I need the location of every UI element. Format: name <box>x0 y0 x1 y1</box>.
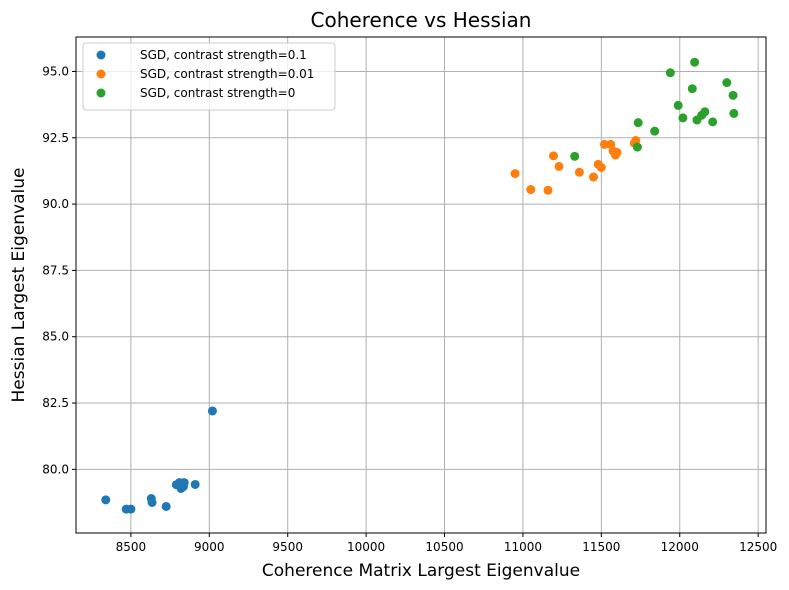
x-axis-label: Coherence Matrix Largest Eigenvalue <box>262 561 580 581</box>
data-point <box>570 151 580 161</box>
data-point <box>543 185 553 195</box>
legend-entry: SGD, contrast strength=0.01 <box>140 67 314 81</box>
data-point <box>690 57 700 67</box>
data-point <box>632 142 642 152</box>
legend: SGD, contrast strength=0.1 SGD, contrast … <box>82 42 336 111</box>
data-point <box>510 169 520 179</box>
data-points <box>101 57 739 514</box>
data-point <box>612 147 622 157</box>
y-axis-ticks: 80.0 82.5 85.0 87.5 90.0 92.5 95.0 <box>42 64 76 476</box>
data-point <box>101 495 111 505</box>
legend-box <box>82 42 336 111</box>
legend-entry: SGD, contrast strength=0 <box>140 86 295 100</box>
data-point <box>665 68 675 78</box>
data-point <box>729 108 739 118</box>
data-point <box>633 118 643 128</box>
y-tick-label: 90.0 <box>42 197 69 211</box>
data-point <box>599 139 609 149</box>
legend-marker <box>96 50 106 60</box>
series-0 <box>101 406 217 514</box>
series-1 <box>510 135 641 195</box>
x-tick-label: 12000 <box>661 540 699 554</box>
data-point <box>596 162 606 172</box>
x-axis-ticks: 8500 9000 9500 10000 10500 11000 11500 12000 125… <box>116 533 777 554</box>
x-tick-label: 10000 <box>347 540 385 554</box>
data-point <box>589 172 598 182</box>
data-point <box>673 100 683 110</box>
x-tick-label: 9000 <box>194 540 225 554</box>
data-point <box>554 161 564 171</box>
x-tick-label: 12500 <box>739 540 777 554</box>
y-tick-label: 80.0 <box>42 462 69 476</box>
data-point <box>161 501 171 511</box>
x-tick-label: 8500 <box>116 540 147 554</box>
y-tick-label: 85.0 <box>42 330 69 344</box>
legend-entry: SGD, contrast strength=0.1 <box>140 48 307 62</box>
data-point <box>722 78 732 88</box>
x-tick-label: 9500 <box>272 540 303 554</box>
data-point <box>147 497 157 507</box>
data-point <box>650 126 660 136</box>
grid <box>76 37 766 533</box>
data-point <box>190 479 200 489</box>
data-point <box>700 107 710 117</box>
y-axis-label: Hessian Largest Eigenvalue <box>9 168 29 403</box>
legend-marker <box>96 69 106 79</box>
x-tick-label: 10500 <box>425 540 463 554</box>
y-tick-label: 87.5 <box>42 263 69 277</box>
series-2 <box>570 57 739 161</box>
data-point <box>126 504 136 514</box>
legend-marker <box>96 88 106 98</box>
y-tick-label: 82.5 <box>42 396 69 410</box>
data-point <box>179 478 189 488</box>
data-point <box>678 113 688 123</box>
data-point <box>728 90 738 100</box>
data-point <box>549 151 559 161</box>
chart-title: Coherence vs Hessian <box>311 8 532 32</box>
x-tick-label: 11500 <box>582 540 620 554</box>
data-point <box>574 167 584 177</box>
y-tick-label: 92.5 <box>42 131 69 145</box>
data-point <box>687 84 697 94</box>
data-point <box>526 185 536 195</box>
data-point <box>708 117 718 127</box>
data-point <box>207 406 217 416</box>
plot-area-frame <box>75 36 767 534</box>
x-tick-label: 11000 <box>504 540 542 554</box>
y-tick-label: 95.0 <box>42 64 69 78</box>
